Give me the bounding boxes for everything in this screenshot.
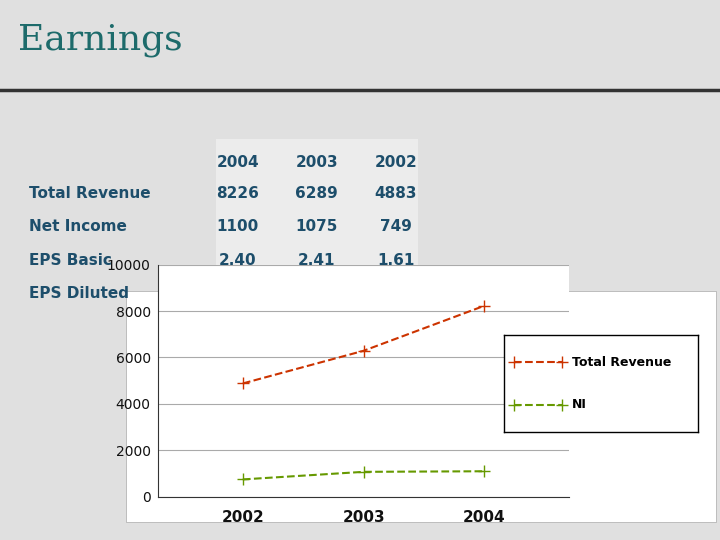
Text: 6289: 6289 xyxy=(295,186,338,201)
Text: EPS Diluted: EPS Diluted xyxy=(29,286,129,301)
Text: EPS Basic: EPS Basic xyxy=(29,253,112,268)
Text: 2.40: 2.40 xyxy=(219,253,256,268)
Total Revenue xyxy=(480,302,489,309)
Text: Net Income: Net Income xyxy=(29,219,127,234)
NI xyxy=(359,469,368,475)
Text: 8226: 8226 xyxy=(216,186,259,201)
NI xyxy=(238,476,247,483)
Text: 749: 749 xyxy=(380,219,412,234)
Text: 2.36: 2.36 xyxy=(219,286,256,301)
Text: 1.61: 1.61 xyxy=(377,253,415,268)
Bar xyxy=(126,291,716,522)
Total Revenue xyxy=(359,348,368,354)
Text: 2.41: 2.41 xyxy=(298,253,336,268)
Text: 2004: 2004 xyxy=(216,154,259,170)
Text: Total Revenue: Total Revenue xyxy=(29,186,150,201)
NI xyxy=(480,468,489,475)
Text: 2002: 2002 xyxy=(374,154,418,170)
Total Revenue xyxy=(238,380,247,387)
Text: 4883: 4883 xyxy=(374,186,418,201)
Text: NI: NI xyxy=(572,399,587,411)
Text: 2.24: 2.24 xyxy=(298,286,336,301)
Text: Earnings: Earnings xyxy=(18,23,183,57)
Text: 1075: 1075 xyxy=(296,219,338,234)
Line: NI: NI xyxy=(237,465,490,485)
Text: 2003: 2003 xyxy=(295,154,338,170)
Line: Total Revenue: Total Revenue xyxy=(237,300,490,390)
Text: 1.58: 1.58 xyxy=(377,286,415,301)
Text: Total Revenue: Total Revenue xyxy=(572,355,672,368)
Text: 1100: 1100 xyxy=(217,219,258,234)
Bar xyxy=(216,139,418,370)
